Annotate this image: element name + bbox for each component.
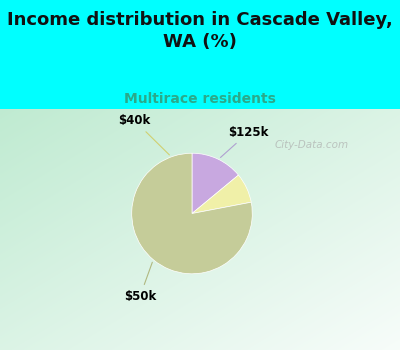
Text: $40k: $40k bbox=[118, 114, 170, 155]
Wedge shape bbox=[132, 153, 252, 274]
Text: City-Data.com: City-Data.com bbox=[275, 140, 349, 150]
Text: Income distribution in Cascade Valley,
WA (%): Income distribution in Cascade Valley, W… bbox=[7, 11, 393, 51]
Text: $50k: $50k bbox=[124, 262, 156, 303]
Text: Multirace residents: Multirace residents bbox=[124, 92, 276, 106]
Wedge shape bbox=[192, 153, 238, 214]
Wedge shape bbox=[192, 175, 251, 214]
Text: $125k: $125k bbox=[220, 126, 269, 158]
